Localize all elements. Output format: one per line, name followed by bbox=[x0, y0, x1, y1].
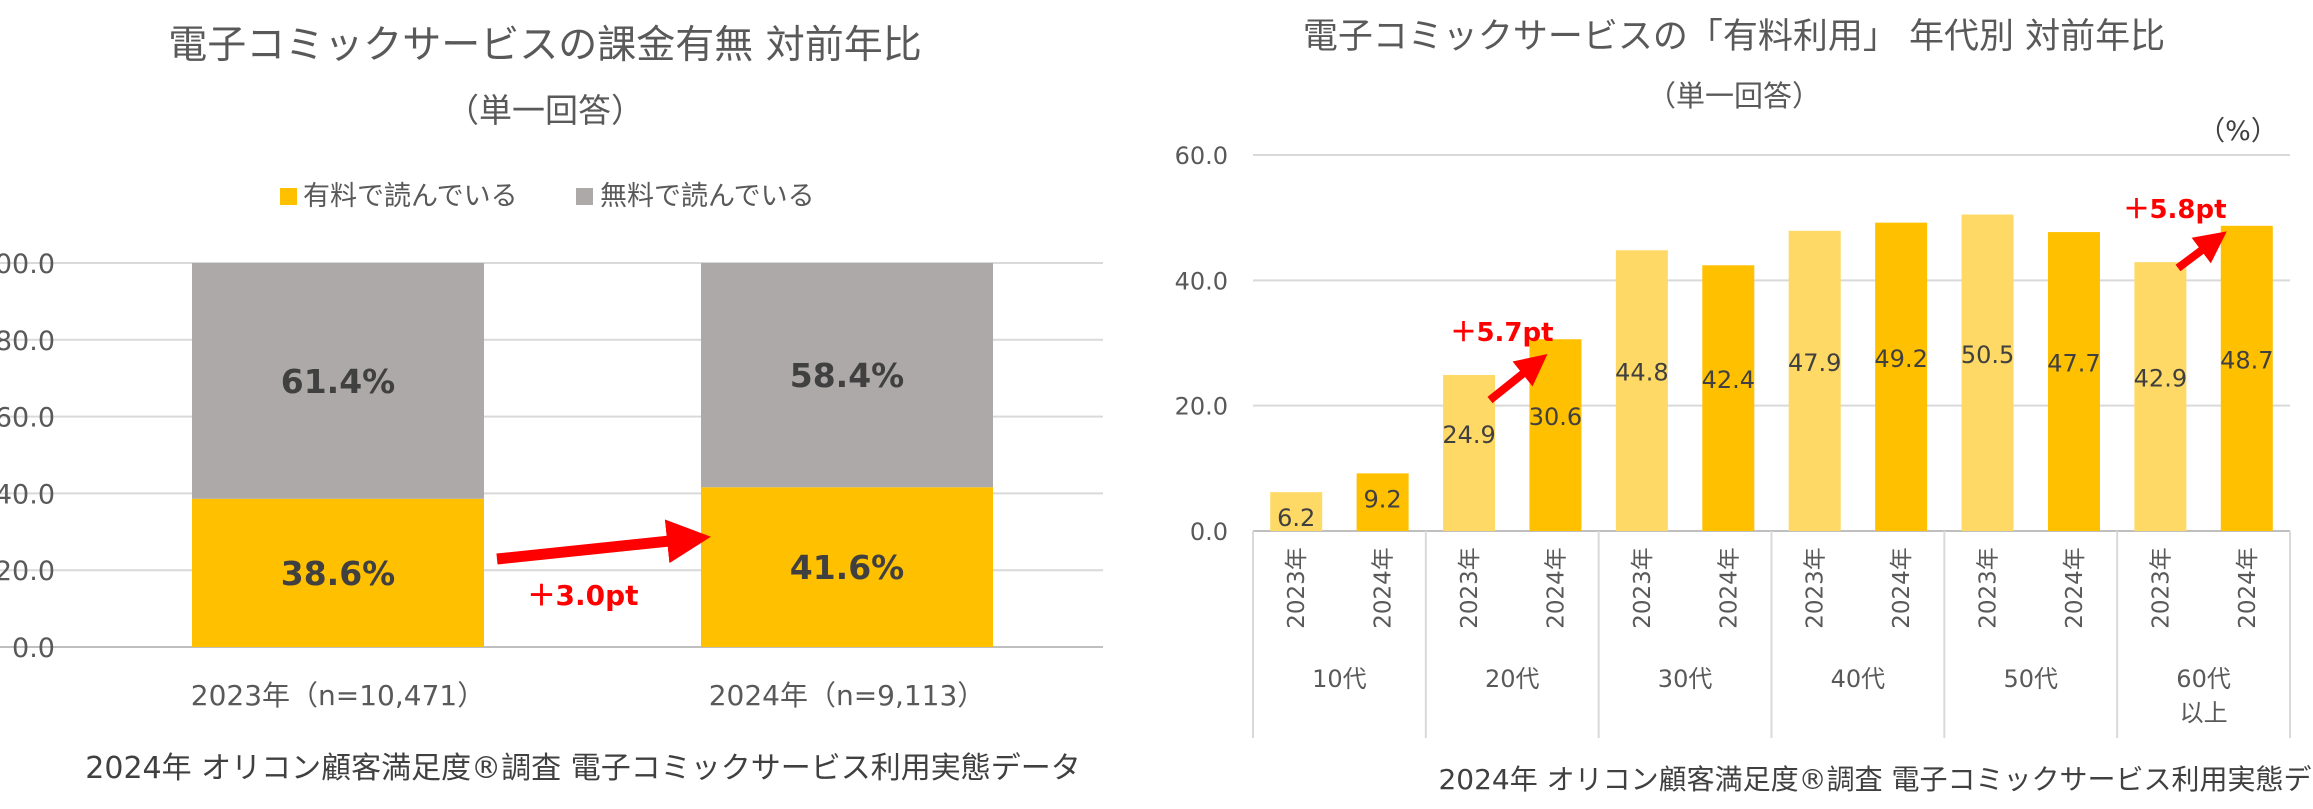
right-x-year-label: 2023年 bbox=[1630, 547, 1656, 629]
right-bar-2023 bbox=[1443, 374, 1496, 531]
right-x-year-label: 2024年 bbox=[2062, 547, 2088, 629]
left-source-note: 2024年 オリコン顧客満足度®調査 電子コミックサービス利用実態データ bbox=[85, 751, 1080, 786]
right-x-year-label: 2024年 bbox=[2235, 547, 2261, 629]
right-chart-subtitle: （単一回答） bbox=[1647, 79, 1821, 113]
right-bar-data-label: 42.9 bbox=[2134, 365, 2187, 393]
right-bar-2024 bbox=[1356, 473, 1409, 531]
left-y-tick-label: 60.0 bbox=[0, 403, 55, 434]
legend-swatch-paid bbox=[280, 188, 297, 205]
left-bar-data-label: 41.6% bbox=[790, 548, 905, 587]
left-change-label: ＋3.0pt bbox=[527, 579, 638, 612]
left-change-arrow bbox=[496, 519, 711, 565]
left-y-tick-label: 80.0 bbox=[0, 326, 55, 357]
right-bar-data-label: 47.7 bbox=[2047, 350, 2100, 378]
left-bars: 38.6% 61.4% 41.6% 58.4% bbox=[192, 263, 993, 647]
right-y-tick-label: 40.0 bbox=[1175, 267, 1228, 295]
right-unit-label: （%） bbox=[2198, 116, 2278, 147]
left-x-axis: 2023年（n=10,471） 2024年（n=9,113） bbox=[191, 679, 986, 712]
left-bar-paid bbox=[701, 487, 993, 647]
left-y-tick-label: 40.0 bbox=[0, 479, 55, 510]
right-bar-2024 bbox=[1702, 265, 1755, 531]
left-x-category-label: 2024年（n=9,113） bbox=[709, 679, 986, 712]
right-bar-data-label: 44.8 bbox=[1615, 359, 1668, 387]
right-bar-data-label: 47.9 bbox=[1788, 349, 1841, 377]
right-bar-2024 bbox=[2047, 232, 2100, 531]
left-bar-data-label: 61.4% bbox=[281, 362, 396, 401]
right-x-axis: 2023年 2024年 10代 2023年 2024年 20代 2023年 2024年 30代 2… bbox=[1252, 531, 2291, 738]
right-change-arrow-60s bbox=[2175, 231, 2227, 272]
right-bar-2023 bbox=[1961, 214, 2014, 532]
left-chart-subtitle: （単一回答） bbox=[446, 91, 644, 130]
left-y-tick-label: 20.0 bbox=[0, 556, 55, 587]
right-y-tick-label: 60.0 bbox=[1175, 142, 1228, 170]
right-bar-2023 bbox=[1615, 250, 1668, 531]
right-bar-2023 bbox=[1270, 492, 1323, 531]
right-bar-data-label: 49.2 bbox=[1874, 345, 1927, 373]
right-x-year-label: 2024年 bbox=[1371, 547, 1397, 629]
legend-swatch-free bbox=[576, 188, 593, 205]
left-bar-free bbox=[701, 263, 993, 488]
right-bar-2024 bbox=[2220, 225, 2273, 531]
left-chart: 電子コミックサービスの課金有無 対前年比 （単一回答） 有料で読んでいる 無料で… bbox=[0, 23, 1103, 786]
right-bar-data-label: 50.5 bbox=[1961, 341, 2014, 369]
right-bar-2024 bbox=[1875, 222, 1928, 531]
left-x-category-label: 2023年（n=10,471） bbox=[191, 679, 485, 712]
right-bar-data-label: 42.4 bbox=[1702, 366, 1755, 394]
right-chart: 電子コミックサービスの「有料利用」 年代別 対前年比 （単一回答） （%） 60… bbox=[1175, 17, 2313, 796]
right-bars: 6.2 9.2 24.9 30.6 44.8 42.4 47.9 49.2 50.5 47.7 42… bbox=[1270, 214, 2274, 532]
right-x-group-label: 30代 bbox=[1658, 665, 1713, 693]
right-bar-2023 bbox=[2134, 262, 2187, 531]
right-x-year-label: 2024年 bbox=[1889, 547, 1915, 629]
left-bar-data-label: 38.6% bbox=[281, 554, 396, 593]
left-bar-free bbox=[192, 263, 484, 499]
left-chart-title: 電子コミックサービスの課金有無 対前年比 bbox=[168, 23, 921, 68]
right-x-group-label: 50代 bbox=[2003, 665, 2058, 693]
right-x-year-label: 2023年 bbox=[1284, 547, 1310, 629]
left-y-tick-label: 00.0 bbox=[0, 249, 55, 280]
right-x-group-label: 10代 bbox=[1312, 665, 1367, 693]
right-bar-data-label: 48.7 bbox=[2220, 346, 2273, 374]
right-source-note: 2024年 オリコン顧客満足度®調査 電子コミックサービス利用実態データ bbox=[1438, 763, 2313, 796]
right-x-year-label: 2024年 bbox=[1543, 547, 1569, 629]
right-change-label-20s: ＋5.7pt bbox=[1450, 318, 1553, 348]
right-x-group-label: 20代 bbox=[1485, 665, 1540, 693]
right-x-group-label: 40代 bbox=[1831, 665, 1886, 693]
left-y-tick-label: 0.0 bbox=[12, 633, 55, 664]
right-x-year-label: 2023年 bbox=[1803, 547, 1829, 629]
legend-label-free: 無料で読んでいる bbox=[600, 181, 815, 212]
right-bar-data-label: 24.9 bbox=[1442, 421, 1495, 449]
right-change-label-60s: ＋5.8pt bbox=[2123, 195, 2226, 225]
left-legend: 有料で読んでいる 無料で読んでいる bbox=[280, 181, 815, 212]
right-chart-title: 電子コミックサービスの「有料利用」 年代別 対前年比 bbox=[1303, 17, 2165, 57]
right-x-year-label: 2023年 bbox=[1976, 547, 2002, 629]
right-change-arrow-20s bbox=[1487, 354, 1548, 404]
right-x-year-label: 2023年 bbox=[2148, 547, 2174, 629]
right-y-tick-label: 0.0 bbox=[1190, 518, 1228, 546]
left-bar-data-label: 58.4% bbox=[790, 356, 905, 395]
right-bar-data-label: 6.2 bbox=[1277, 504, 1315, 532]
left-bar-paid bbox=[192, 498, 484, 647]
right-bar-2024 bbox=[1529, 339, 1582, 531]
right-x-year-label: 2023年 bbox=[1457, 547, 1483, 629]
right-bar-2023 bbox=[1788, 230, 1841, 531]
right-x-year-label: 2024年 bbox=[1716, 547, 1742, 629]
right-y-axis: 60.0 40.0 20.0 0.0 bbox=[1175, 142, 1228, 546]
legend-label-paid: 有料で読んでいる bbox=[303, 181, 518, 212]
right-bar-data-label: 30.6 bbox=[1529, 403, 1582, 431]
right-y-tick-label: 20.0 bbox=[1175, 393, 1228, 421]
left-y-axis: 00.0 80.0 60.0 40.0 20.0 0.0 bbox=[0, 249, 55, 664]
right-x-group-label: 60代以上 bbox=[2176, 665, 2231, 727]
right-bar-data-label: 9.2 bbox=[1364, 485, 1402, 513]
